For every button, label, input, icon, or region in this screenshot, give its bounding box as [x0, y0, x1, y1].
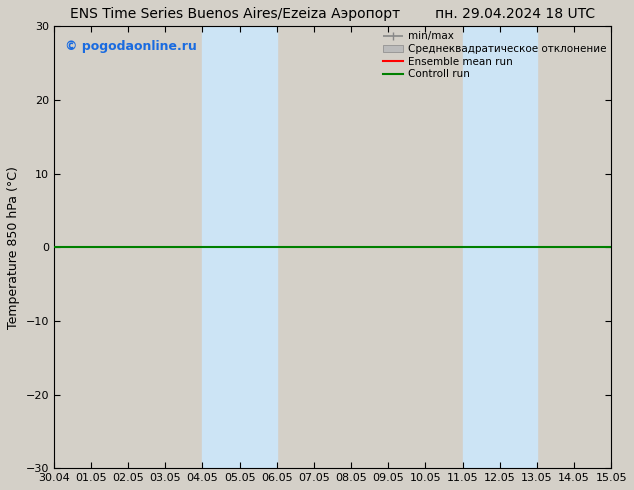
Bar	[202, 26, 277, 468]
Text: © pogodaonline.ru: © pogodaonline.ru	[65, 40, 197, 52]
Y-axis label: Temperature 850 hPa (°C): Temperature 850 hPa (°C)	[7, 166, 20, 329]
Bar	[463, 26, 537, 468]
Legend: min/max, Среднеквадратическое отклонение, Ensemble mean run, Controll run: min/max, Среднеквадратическое отклонение…	[380, 29, 608, 81]
Title: ENS Time Series Buenos Aires/Ezeiza Аэропорт        пн. 29.04.2024 18 UTC: ENS Time Series Buenos Aires/Ezeiza Аэро…	[70, 7, 595, 21]
